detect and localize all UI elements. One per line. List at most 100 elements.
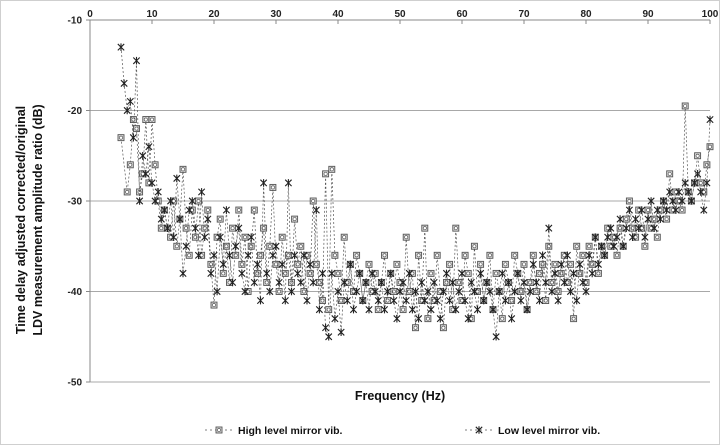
data-point [498,315,506,323]
marker-dot [239,262,244,267]
marker-dot [475,289,480,294]
data-point [616,224,624,232]
data-point [225,251,234,260]
data-point [570,315,578,323]
legend-marker [475,426,483,434]
marker-dot [655,235,660,240]
data-point [604,233,612,241]
data-point [278,260,286,269]
data-point [294,269,302,278]
data-point [362,278,370,287]
data-point [390,296,398,305]
data-point [628,233,637,241]
data-point [368,288,376,295]
marker-dot [199,253,204,258]
y-axis-title-line-2: LDV measurement amplitude ratio (dB) [31,104,45,335]
data-point [408,269,416,277]
marker-dot [336,271,340,276]
data-point [247,242,255,250]
data-point [666,170,674,178]
marker-dot [305,253,309,258]
data-point [250,206,258,214]
data-point [607,224,615,232]
data-point [486,251,494,259]
marker-dot [469,316,474,321]
data-point [610,233,618,241]
data-point [613,251,621,259]
data-point [653,233,661,241]
data-point [322,170,330,178]
data-point [545,242,553,250]
data-point [244,251,252,260]
data-point [545,224,553,232]
data-point [526,279,534,286]
data-point [371,269,379,277]
data-point [659,197,668,205]
data-point [281,296,289,305]
marker-dot [270,185,275,190]
data-point [157,224,165,232]
data-point [136,197,144,205]
data-point [284,179,292,187]
data-point [343,279,351,286]
series-low-level [117,43,714,341]
data-point [641,242,649,250]
data-point [145,179,153,187]
data-point [678,197,686,205]
data-point [669,206,677,214]
y-tick-label: -50 [68,378,83,389]
marker-dot [301,289,306,294]
data-point [588,269,596,278]
data-point [306,260,314,269]
marker-dot [522,262,526,267]
data-point [703,179,711,187]
data-point [638,206,646,214]
marker-dot [494,271,499,276]
data-point [616,215,624,223]
data-point [173,174,181,183]
data-point [405,269,413,278]
data-point [663,215,671,223]
marker-dot [447,262,452,267]
marker-dot [639,226,644,231]
data-point [467,278,475,287]
data-point [517,296,525,305]
marker-dot [615,253,619,258]
data-point [402,233,410,241]
data-point [334,269,342,277]
data-point [176,215,184,223]
data-point [591,233,599,241]
data-point [303,251,311,259]
data-point [467,315,475,323]
data-point [331,314,339,323]
marker-dot [658,208,663,212]
data-point [492,332,500,341]
marker-dot [664,217,669,222]
data-point [191,224,199,232]
data-point [145,142,153,151]
data-point [291,215,299,223]
data-point [632,233,640,241]
x-tick-label: 80 [580,9,592,20]
data-point [455,279,463,286]
data-point [371,287,379,296]
marker-dot [184,226,189,231]
data-point [681,102,689,110]
marker-dot [401,307,406,312]
data-point [331,251,339,259]
x-tick-label: 30 [270,9,282,20]
data-point [415,314,423,323]
data-point [672,188,680,196]
data-point [132,56,141,65]
data-point [501,260,509,268]
data-point [446,296,454,305]
marker-dot [221,271,226,276]
marker-dot [701,190,706,194]
data-point [560,278,568,287]
marker-dot [261,226,266,231]
data-point [359,296,367,305]
data-point [635,206,643,214]
data-point [576,260,584,269]
data-point [340,278,348,287]
data-point [266,287,274,296]
